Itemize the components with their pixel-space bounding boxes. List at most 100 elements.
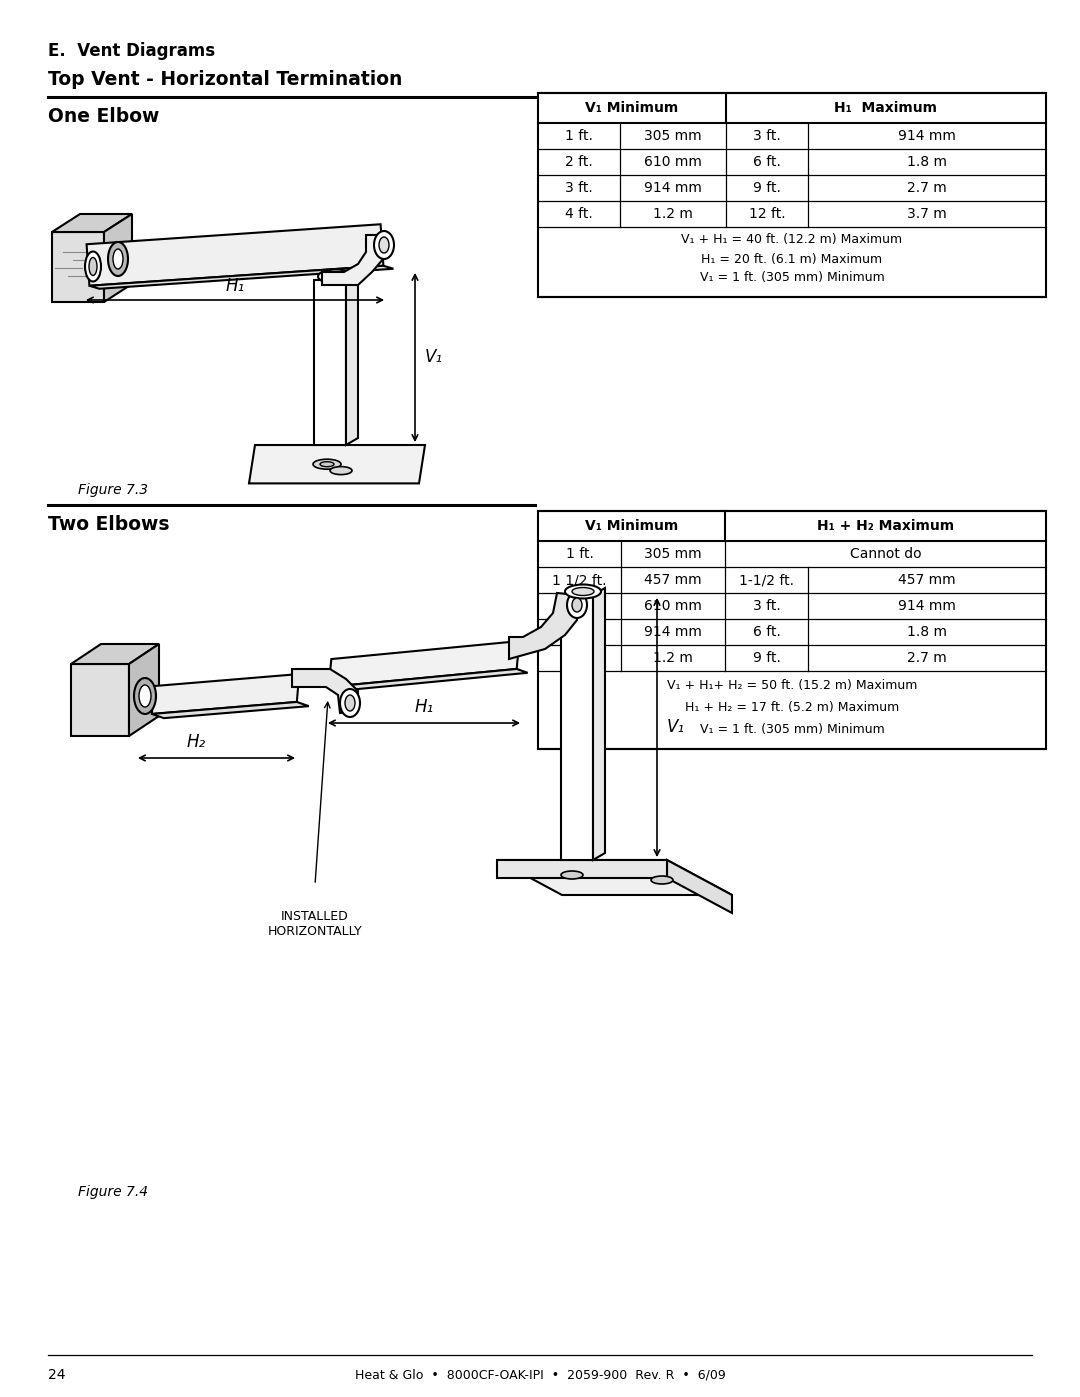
Text: 914 mm: 914 mm [899,599,956,613]
Polygon shape [328,641,519,687]
Ellipse shape [313,460,341,469]
Text: 3 ft.: 3 ft. [753,599,781,613]
Text: One Elbow: One Elbow [48,108,160,126]
Polygon shape [71,644,159,664]
Text: Two Elbows: Two Elbows [48,515,170,534]
Text: Figure 7.3: Figure 7.3 [78,483,148,497]
Ellipse shape [85,251,102,282]
Ellipse shape [572,598,582,612]
Text: Cannot do: Cannot do [850,548,921,562]
Text: 1 ft.: 1 ft. [565,129,593,142]
Polygon shape [249,446,426,483]
Ellipse shape [572,588,594,595]
Polygon shape [314,279,346,446]
Ellipse shape [89,257,97,275]
Polygon shape [509,592,577,659]
Text: 6 ft.: 6 ft. [753,624,781,638]
Text: V₁ + H₁+ H₂ = 50 ft. (15.2 m) Maximum: V₁ + H₁+ H₂ = 50 ft. (15.2 m) Maximum [666,679,917,693]
Text: Heat & Glo  •  8000CF-OAK-IPI  •  2059-900  Rev. R  •  6/09: Heat & Glo • 8000CF-OAK-IPI • 2059-900 R… [354,1369,726,1382]
Ellipse shape [340,689,360,717]
Text: 1-1/2 ft.: 1-1/2 ft. [739,573,794,587]
Text: H₂: H₂ [187,733,206,752]
Text: H₁ + H₂ = 17 ft. (5.2 m) Maximum: H₁ + H₂ = 17 ft. (5.2 m) Maximum [685,701,900,714]
Text: 2.7 m: 2.7 m [907,651,947,665]
Text: 2 ft.: 2 ft. [565,155,593,169]
Text: V₁ Minimum: V₁ Minimum [585,101,678,115]
Text: 610 mm: 610 mm [644,599,702,613]
Text: Figure 7.4: Figure 7.4 [78,1185,148,1199]
Ellipse shape [134,678,156,714]
Ellipse shape [345,694,355,711]
Polygon shape [71,664,129,736]
Text: H₁ + H₂ Maximum: H₁ + H₂ Maximum [816,520,954,534]
Polygon shape [129,644,159,736]
Ellipse shape [320,461,334,467]
Polygon shape [561,595,593,861]
Polygon shape [292,669,357,712]
Polygon shape [86,225,383,286]
Text: V₁ = 1 ft. (305 mm) Minimum: V₁ = 1 ft. (305 mm) Minimum [700,271,885,285]
Ellipse shape [374,231,394,258]
Polygon shape [497,861,732,895]
Text: 914 mm: 914 mm [644,182,702,196]
Polygon shape [667,861,732,914]
Text: 914 mm: 914 mm [644,624,702,638]
Text: H₁: H₁ [226,277,244,295]
Text: 4 ft.: 4 ft. [565,207,593,221]
Ellipse shape [379,237,389,253]
Ellipse shape [561,870,583,879]
Text: 4 ft.: 4 ft. [566,651,593,665]
Polygon shape [497,861,667,877]
Text: 305 mm: 305 mm [644,548,702,562]
Text: 457 mm: 457 mm [644,573,702,587]
Text: 6 ft.: 6 ft. [753,155,781,169]
Text: H₁  Maximum: H₁ Maximum [835,101,937,115]
Polygon shape [90,265,393,289]
Ellipse shape [325,272,347,281]
Text: 3 ft.: 3 ft. [566,624,593,638]
Text: H₁ = 20 ft. (6.1 m) Maximum: H₁ = 20 ft. (6.1 m) Maximum [701,253,882,265]
Text: 3 ft.: 3 ft. [565,182,593,196]
Text: 24: 24 [48,1368,66,1382]
Text: 2.7 m: 2.7 m [907,182,947,196]
Ellipse shape [567,592,588,617]
Polygon shape [346,272,357,446]
Text: V₁: V₁ [667,718,685,736]
Text: E.  Vent Diagrams: E. Vent Diagrams [48,42,215,60]
Text: 12 ft.: 12 ft. [748,207,785,221]
Text: 610 mm: 610 mm [644,155,702,169]
Text: 305 mm: 305 mm [644,129,702,142]
Text: 1.8 m: 1.8 m [907,624,947,638]
Bar [538,511,1047,749]
Polygon shape [104,214,132,302]
Text: V₁ Minimum: V₁ Minimum [585,520,678,534]
Polygon shape [52,214,132,232]
Text: V₁: V₁ [426,348,443,366]
Text: 9 ft.: 9 ft. [753,182,781,196]
Polygon shape [152,701,309,718]
Text: 2 ft.: 2 ft. [566,599,593,613]
Polygon shape [322,235,384,285]
Text: H₁: H₁ [415,698,433,717]
Text: 3.7 m: 3.7 m [907,207,947,221]
Polygon shape [328,669,528,690]
Text: V₁ + H₁ = 40 ft. (12.2 m) Maximum: V₁ + H₁ = 40 ft. (12.2 m) Maximum [681,233,903,246]
Text: 9 ft.: 9 ft. [753,651,781,665]
Text: 457 mm: 457 mm [899,573,956,587]
Text: INSTALLED
HORIZONTALLY: INSTALLED HORIZONTALLY [268,909,362,937]
Text: 1.2 m: 1.2 m [653,207,693,221]
Text: 1 ft.: 1 ft. [566,548,593,562]
Ellipse shape [113,249,123,270]
Text: 1.8 m: 1.8 m [907,155,947,169]
Ellipse shape [108,242,129,277]
Ellipse shape [565,584,600,598]
Bar [538,94,1047,298]
Text: 1.2 m: 1.2 m [653,651,693,665]
Ellipse shape [330,467,352,475]
Text: V₁ = 1 ft. (305 mm) Minimum: V₁ = 1 ft. (305 mm) Minimum [700,724,885,736]
Polygon shape [593,588,605,861]
Polygon shape [152,673,299,714]
Text: 3 ft.: 3 ft. [753,129,781,142]
Ellipse shape [318,270,354,284]
Ellipse shape [139,685,151,707]
